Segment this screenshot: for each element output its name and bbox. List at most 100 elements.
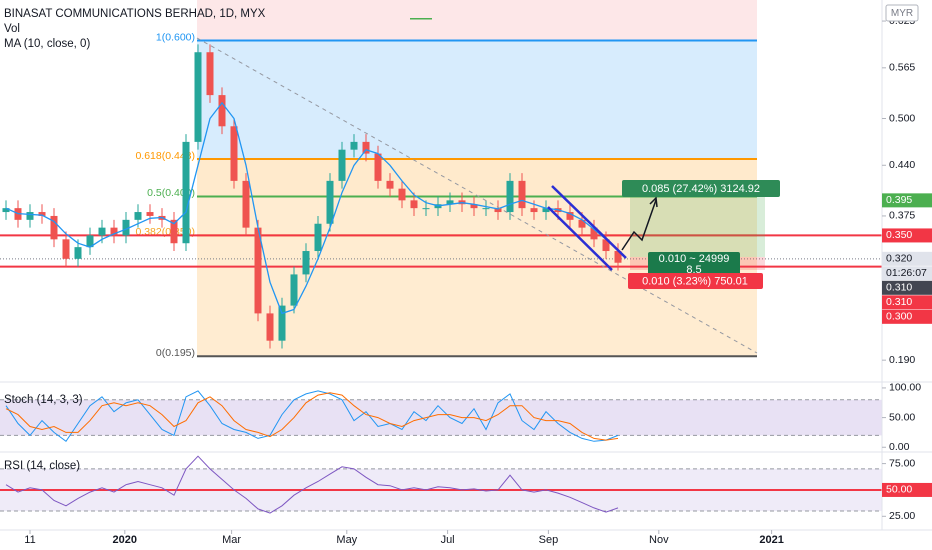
price-tag bbox=[882, 193, 932, 208]
candle-body bbox=[590, 227, 598, 240]
candle-body bbox=[2, 208, 10, 213]
candle-body bbox=[350, 141, 358, 150]
pane-title: RSI (14, close) bbox=[4, 460, 80, 472]
forecast-arrow bbox=[621, 199, 657, 251]
candle-body bbox=[530, 208, 538, 213]
candle-body bbox=[74, 247, 82, 259]
price-tag-label: 0.395 bbox=[886, 194, 912, 206]
candle-body bbox=[566, 212, 574, 220]
fib-zone bbox=[197, 0, 757, 41]
fib-zone bbox=[197, 196, 757, 236]
candle-body bbox=[38, 212, 46, 216]
price-tag bbox=[882, 280, 932, 295]
channel-line bbox=[551, 185, 627, 259]
stop-label: 0.010 (3.23%) 750.01 bbox=[642, 275, 748, 287]
candle-body bbox=[194, 52, 202, 142]
x-tick-label: 2021 bbox=[759, 534, 783, 546]
candle-body bbox=[314, 223, 322, 252]
candle-body bbox=[602, 239, 610, 252]
candle-body bbox=[374, 153, 382, 181]
x-tick-label: Mar bbox=[222, 534, 241, 546]
price-tag-label: 0.320 bbox=[886, 253, 912, 265]
plot: 1(0.600)0.618(0.448)0.5(0.400)0.382(0.35… bbox=[0, 31, 882, 514]
channel-line bbox=[547, 206, 613, 271]
axes: 0.6250.5650.5000.4400.3750.190100.0050.0… bbox=[24, 15, 932, 546]
candle-body bbox=[146, 212, 154, 216]
candle-body bbox=[542, 208, 550, 213]
indicator-line bbox=[5, 392, 619, 441]
target-zone bbox=[630, 197, 765, 257]
stop-label-bg bbox=[628, 273, 763, 289]
band bbox=[0, 399, 882, 436]
candle-body bbox=[110, 227, 118, 236]
candle-body bbox=[290, 274, 298, 306]
candle-body bbox=[470, 204, 478, 209]
candle-body bbox=[206, 52, 214, 96]
currency[interactable]: MYR bbox=[891, 8, 913, 19]
candle-body bbox=[122, 219, 130, 236]
chart-title: BINASAT COMMUNICATIONS BERHAD, 1D, MYX bbox=[4, 8, 266, 20]
fib-zone bbox=[197, 40, 757, 160]
candle-body bbox=[482, 208, 490, 210]
target-label-bg bbox=[622, 180, 780, 197]
candle-body bbox=[410, 200, 418, 209]
fib-label: 1(0.600) bbox=[156, 31, 195, 43]
candle-body bbox=[170, 219, 178, 244]
target-label: 0.085 (27.42%) 3124.92 bbox=[642, 183, 760, 195]
candle-body bbox=[242, 180, 250, 228]
x-tick-label: May bbox=[336, 534, 357, 546]
y-tick-label: 75.00 bbox=[889, 457, 915, 469]
candle-body bbox=[422, 208, 430, 210]
y-tick-label: 0.500 bbox=[889, 112, 915, 124]
y-tick-label: 100.00 bbox=[889, 382, 921, 394]
candle-body bbox=[62, 239, 70, 259]
candle-body bbox=[50, 215, 58, 240]
price-tag-label: 0.310 bbox=[886, 296, 912, 308]
level-tag bbox=[882, 482, 932, 497]
y-tick-label: 50.00 bbox=[889, 411, 915, 423]
currency-box[interactable] bbox=[885, 4, 919, 22]
candle-body bbox=[338, 149, 346, 181]
fib-zones bbox=[197, 0, 757, 357]
position-label: 8.5 bbox=[686, 264, 701, 276]
price-tag-label: 0.310 bbox=[886, 282, 912, 294]
candle-body bbox=[182, 141, 190, 244]
candle-body bbox=[254, 227, 262, 314]
price-tag bbox=[882, 251, 932, 266]
position-label: 0.010 ~ 24999 bbox=[659, 253, 730, 265]
candle-body bbox=[302, 251, 310, 275]
candle-body bbox=[494, 208, 502, 213]
x-tick-label: 11 bbox=[24, 534, 35, 546]
candle-body bbox=[26, 212, 34, 220]
pane-title: Stoch (14, 3, 3) bbox=[4, 394, 83, 406]
indicator-line bbox=[5, 455, 619, 514]
x-tick-label: Jul bbox=[441, 534, 455, 546]
candle-body bbox=[278, 305, 286, 341]
price-tag bbox=[882, 266, 932, 281]
y-tick-label: 0.440 bbox=[889, 159, 915, 171]
candle-body bbox=[134, 212, 142, 220]
y-tick-label: 0.375 bbox=[889, 210, 915, 222]
indicator-label: MA (10, close, 0) bbox=[4, 38, 90, 50]
price-tag bbox=[882, 295, 932, 310]
candle-body bbox=[398, 188, 406, 201]
candle-body bbox=[230, 126, 238, 181]
candle-body bbox=[218, 95, 226, 127]
candle-body bbox=[326, 180, 334, 224]
marker bbox=[410, 18, 432, 20]
x-tick-label: Nov bbox=[649, 534, 669, 546]
price-tag bbox=[882, 228, 932, 243]
arrow-head bbox=[649, 196, 658, 208]
y-tick-label: 0.190 bbox=[889, 354, 915, 366]
candle-body bbox=[614, 251, 622, 263]
candle-body bbox=[98, 227, 106, 236]
fib-label: 0(0.195) bbox=[156, 347, 195, 359]
trend-line bbox=[196, 37, 758, 354]
price-tag-label: 01:26:07 bbox=[886, 267, 927, 279]
candle-body bbox=[362, 141, 370, 154]
level-tag-label: 50.00 bbox=[886, 484, 912, 496]
candle-body bbox=[266, 313, 274, 341]
price-tag bbox=[882, 309, 932, 324]
price-tag-label: 0.300 bbox=[886, 311, 912, 323]
